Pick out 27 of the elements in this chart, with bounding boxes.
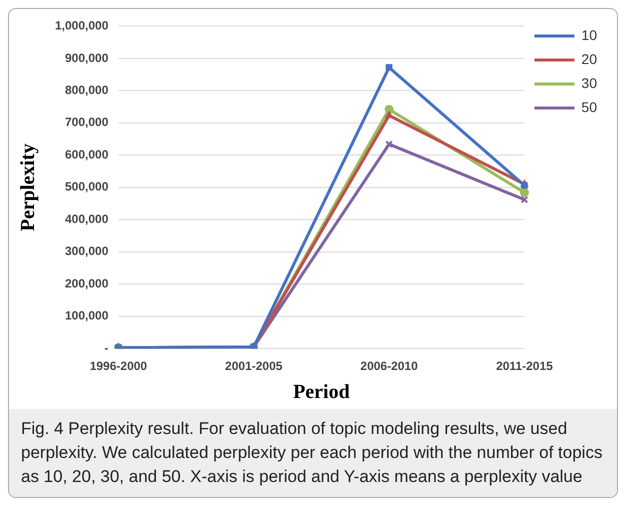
y-axis-title: Perplexity	[17, 144, 40, 232]
y-tick-label: 700,000	[64, 115, 109, 130]
y-tick-label: 200,000	[64, 276, 109, 290]
legend-label: 30	[581, 74, 598, 91]
x-tick-label: 2011-2015	[496, 359, 554, 374]
y-tick-label: 1,000,000	[54, 18, 109, 33]
y-tick-label: 100,000	[64, 308, 109, 323]
y-tick-label: 900,000	[64, 50, 109, 65]
point	[384, 104, 394, 114]
y-tick-label: 800,000	[64, 82, 109, 97]
x-tick-label: 2001-2005	[225, 359, 283, 374]
x-tick-label: 1996-2000	[90, 359, 148, 374]
point	[520, 188, 529, 198]
legend-label: 20	[581, 50, 598, 67]
point	[386, 64, 392, 71]
y-tick-label: 500,000	[64, 180, 109, 194]
y-tick-label: 600,000	[64, 147, 109, 162]
y-tick-label: -	[104, 340, 108, 355]
legend-label: 10	[581, 26, 598, 43]
y-tick-label: 300,000	[64, 244, 109, 258]
point	[385, 140, 393, 148]
x-axis-title: Period	[293, 381, 350, 404]
point	[521, 182, 528, 189]
caption: Fig. 4 Perplexity result. For evaluation of topic modeling results, we used perplexity. We calculated perplexity per each period with the number of topics as 10, 20, 30, and 50. X-axis is period and Y-axis means a perplexity value	[21, 418, 604, 488]
y-tick-label: 400,000	[64, 212, 109, 226]
legend-label: 50	[581, 98, 598, 115]
x-tick-label: 2006-2010	[360, 359, 418, 374]
